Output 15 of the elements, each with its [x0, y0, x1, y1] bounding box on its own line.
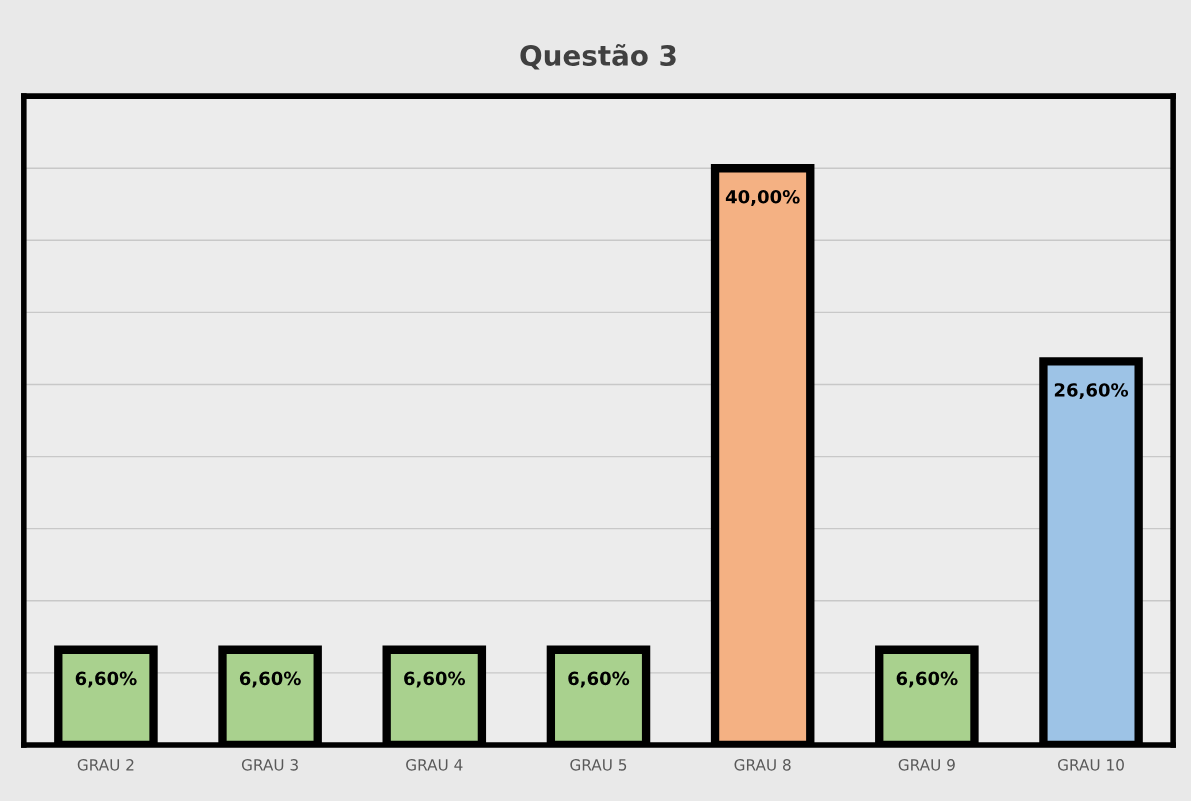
data-label: 26,60%: [1054, 383, 1129, 400]
x-tick-label: GRAU 10: [1058, 759, 1124, 771]
data-label: 40,00%: [725, 189, 800, 206]
x-tick-label: GRAU 2: [77, 759, 134, 771]
x-tick-label: GRAU 5: [570, 759, 627, 771]
data-label: 6,60%: [75, 671, 137, 688]
data-label: 6,60%: [896, 671, 958, 688]
chart-title: Questão 3: [520, 43, 676, 70]
x-tick-label: GRAU 9: [898, 759, 955, 771]
data-label: 6,60%: [404, 671, 466, 688]
data-label: 6,60%: [568, 671, 630, 688]
x-tick-label: GRAU 4: [406, 759, 463, 771]
x-tick-label: GRAU 3: [241, 759, 298, 771]
data-label: 6,60%: [239, 671, 301, 688]
x-tick-label: GRAU 8: [734, 759, 791, 771]
